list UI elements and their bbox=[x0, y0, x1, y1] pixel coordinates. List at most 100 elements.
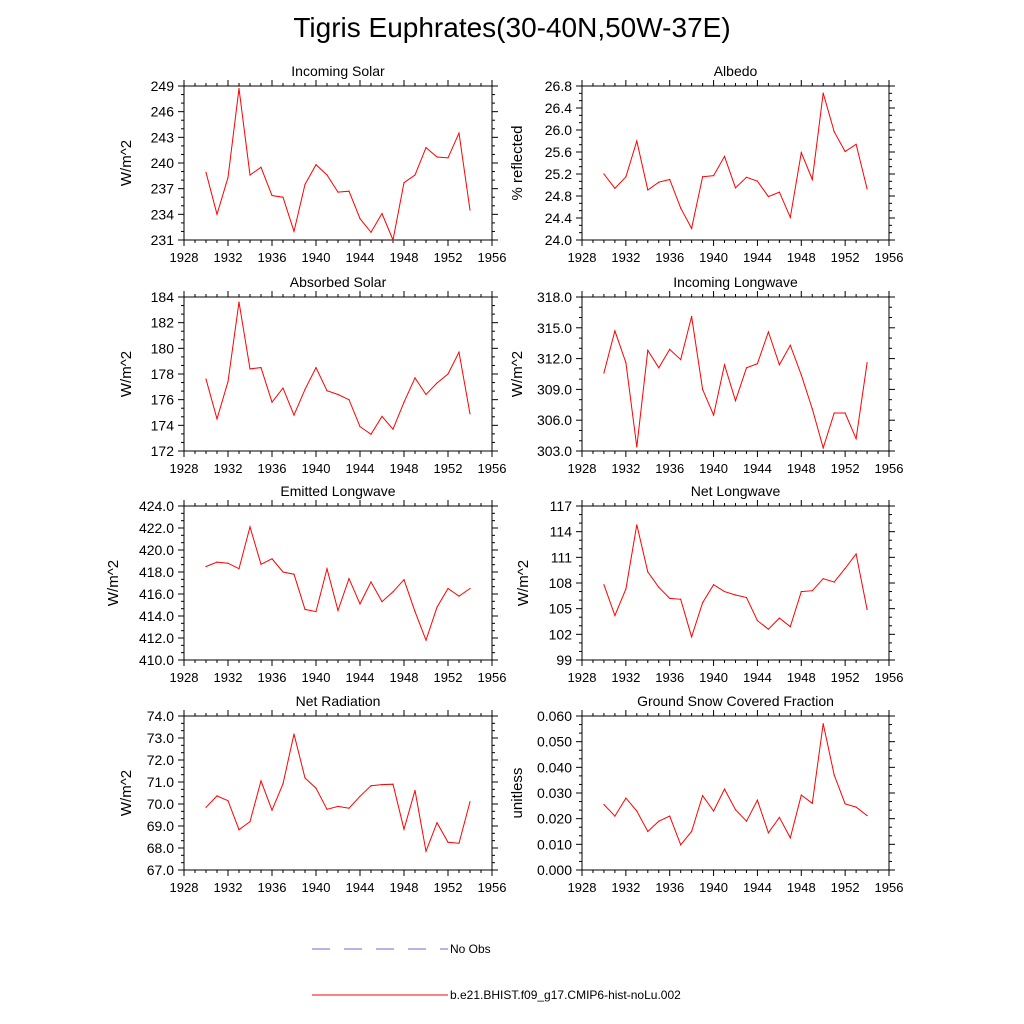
y-tick-label: 0.000 bbox=[537, 862, 572, 878]
data-point bbox=[315, 366, 317, 369]
y-tick-label: 176 bbox=[151, 392, 175, 408]
x-tick-label: 1944 bbox=[346, 461, 375, 476]
y-tick-label: 24.0 bbox=[545, 232, 572, 248]
data-point bbox=[205, 378, 207, 380]
x-tick-label: 1928 bbox=[170, 880, 199, 895]
data-point bbox=[680, 598, 682, 600]
data-point bbox=[249, 174, 251, 176]
x-tick-label: 1948 bbox=[787, 670, 816, 685]
plot-frame bbox=[183, 715, 493, 871]
x-tick-label: 1952 bbox=[831, 880, 860, 895]
data-point bbox=[822, 447, 824, 449]
x-tick-label: 1956 bbox=[478, 670, 507, 685]
data-point bbox=[669, 348, 671, 350]
data-point bbox=[348, 807, 350, 809]
data-point bbox=[833, 581, 835, 583]
data-point bbox=[745, 596, 748, 599]
data-point bbox=[680, 359, 682, 361]
data-point bbox=[702, 794, 704, 797]
data-point bbox=[249, 526, 251, 528]
series-line bbox=[205, 88, 471, 242]
y-tick-label: 182 bbox=[151, 315, 175, 331]
data-point bbox=[469, 413, 471, 415]
data-point bbox=[723, 788, 726, 790]
y-axis-label: W/m^2 bbox=[515, 560, 532, 606]
data-point bbox=[381, 415, 383, 417]
plot-frame bbox=[581, 85, 890, 241]
x-tick-label: 1936 bbox=[655, 250, 684, 265]
data-point bbox=[614, 815, 616, 817]
data-point bbox=[238, 301, 240, 303]
x-tick-label: 1928 bbox=[568, 880, 597, 895]
chart-panel-4: 1928 1932 1936 1940 1944 1948 1952 1956 303.0 306… bbox=[509, 274, 903, 476]
series-line bbox=[205, 525, 471, 642]
data-point bbox=[789, 344, 791, 346]
x-tick-label: 1948 bbox=[390, 250, 419, 265]
data-point bbox=[680, 207, 682, 209]
y-tick-label: 172 bbox=[151, 443, 175, 459]
data-point bbox=[669, 815, 671, 817]
y-axis-label: W/m^2 bbox=[118, 351, 135, 397]
data-point bbox=[658, 367, 660, 369]
data-point bbox=[844, 150, 846, 153]
y-axis-label: unitless bbox=[509, 768, 526, 819]
data-point bbox=[414, 611, 416, 613]
x-tick-label: 1956 bbox=[478, 250, 507, 265]
data-point bbox=[855, 553, 857, 555]
data-point bbox=[458, 351, 460, 353]
y-tick-label: 0.060 bbox=[537, 708, 572, 724]
data-point bbox=[702, 602, 704, 604]
data-point bbox=[625, 797, 627, 799]
y-tick-label: 424.0 bbox=[139, 498, 174, 514]
chart-panel-6: 1928 1932 1936 1940 1944 1948 1952 1956 99 102 105… bbox=[515, 483, 903, 685]
data-point bbox=[702, 388, 704, 390]
data-point bbox=[271, 558, 273, 560]
data-point bbox=[844, 803, 846, 805]
data-point bbox=[647, 349, 649, 351]
chart-panel-5: 1928 1932 1936 1940 1944 1948 1952 1956 410.0 412… bbox=[105, 483, 506, 685]
data-point bbox=[304, 777, 306, 779]
series-line bbox=[205, 302, 471, 436]
data-point bbox=[680, 844, 682, 846]
data-point bbox=[337, 805, 339, 808]
data-point bbox=[723, 590, 726, 593]
data-point bbox=[337, 191, 339, 193]
legend-label-model-run: b.e21.BHIST.f09_g17.CMIP6-hist-noLu.002 bbox=[450, 988, 681, 1002]
data-point bbox=[414, 174, 416, 176]
series-line bbox=[603, 92, 868, 230]
x-tick-label: 1932 bbox=[611, 880, 640, 895]
y-tick-label: 410.0 bbox=[139, 652, 174, 668]
panel-title: Incoming Solar bbox=[291, 63, 385, 79]
data-point bbox=[271, 401, 273, 403]
y-tick-label: 318.0 bbox=[537, 289, 572, 305]
data-point bbox=[756, 180, 759, 182]
x-tick-label: 1952 bbox=[434, 670, 463, 685]
data-point bbox=[205, 565, 207, 568]
data-point bbox=[789, 837, 791, 839]
data-point bbox=[315, 164, 317, 166]
series-line bbox=[205, 733, 471, 854]
data-point bbox=[359, 426, 361, 428]
x-tick-label: 1944 bbox=[346, 670, 375, 685]
data-point bbox=[326, 808, 328, 810]
data-point bbox=[844, 412, 846, 414]
x-tick-label: 1932 bbox=[611, 670, 640, 685]
data-point bbox=[282, 387, 284, 389]
x-tick-label: 1940 bbox=[302, 670, 331, 685]
data-point bbox=[425, 639, 427, 641]
data-point bbox=[282, 571, 284, 573]
x-tick-label: 1940 bbox=[699, 880, 728, 895]
x-tick-label: 1928 bbox=[568, 670, 597, 685]
y-tick-label: 24.4 bbox=[545, 210, 572, 226]
data-point bbox=[800, 151, 802, 154]
y-tick-label: 180 bbox=[151, 340, 175, 356]
y-tick-label: 70.0 bbox=[147, 796, 174, 812]
data-point bbox=[227, 176, 229, 179]
data-point bbox=[359, 603, 361, 605]
data-point bbox=[205, 806, 207, 808]
data-point bbox=[756, 799, 759, 801]
data-point bbox=[691, 227, 693, 230]
data-point bbox=[348, 578, 350, 580]
data-point bbox=[658, 586, 660, 588]
data-point bbox=[458, 842, 460, 844]
